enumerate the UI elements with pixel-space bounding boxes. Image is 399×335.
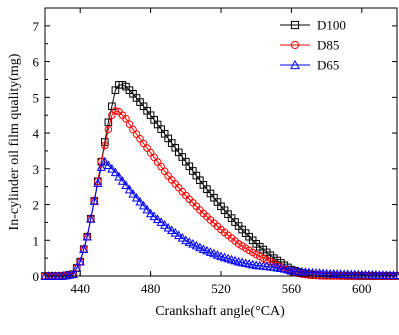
- plot-frame: [44, 7, 398, 277]
- legend-label-D65: D65: [317, 58, 339, 73]
- x-axis-label: Crankshaft angle(°CA): [155, 304, 285, 319]
- series-point-D65: [184, 237, 194, 246]
- series-point-D85: [101, 141, 109, 150]
- series-point-D65: [75, 256, 85, 266]
- series-point-D85: [122, 114, 130, 123]
- series-point-D85: [255, 252, 264, 261]
- series-point-D65: [121, 180, 131, 190]
- series-point-D65: [86, 213, 96, 223]
- y-tick-label: 7: [33, 19, 40, 34]
- series-point-D65: [128, 188, 138, 198]
- series-point-D65: [149, 211, 159, 221]
- series-point-D65: [167, 225, 177, 235]
- legend-label-D100: D100: [317, 18, 346, 33]
- legend-marker-D65: [290, 59, 300, 70]
- series-point-D85: [111, 107, 120, 115]
- series-point-D65: [124, 184, 135, 194]
- series-point-D85: [252, 250, 261, 259]
- series-point-D65: [163, 222, 173, 232]
- series-point-D65: [160, 220, 170, 229]
- x-tick-label: 600: [352, 281, 372, 296]
- x-tick-label: 520: [211, 281, 231, 296]
- legend: D100 D85 D65: [280, 18, 346, 73]
- series-point-D65: [89, 196, 99, 205]
- series-point-D65: [117, 176, 128, 185]
- x-tick-label: 440: [70, 281, 90, 296]
- series-point-D65: [177, 232, 187, 242]
- series-point-D85: [266, 257, 275, 266]
- series-point-D65: [142, 204, 152, 214]
- series-point-D65: [93, 178, 103, 187]
- y-axis-label: In-cylinder oil film quality(mg): [7, 53, 22, 230]
- series-point-D65: [135, 196, 145, 206]
- series-point-D65: [61, 270, 71, 280]
- series-point-D65: [145, 208, 156, 218]
- legend-marker-D85: [290, 40, 300, 50]
- series-point-D65: [191, 240, 201, 250]
- y-tick-label: 1: [33, 233, 40, 248]
- series-layer: [40, 81, 399, 280]
- series-point-D65: [68, 269, 78, 279]
- series-point-D65: [153, 214, 163, 223]
- y-tick-label: 5: [33, 90, 40, 105]
- series-point-D65: [110, 167, 121, 177]
- series-point-D65: [114, 171, 124, 181]
- series-point-D65: [82, 231, 92, 241]
- series-point-D85: [104, 125, 113, 134]
- series-point-D65: [174, 230, 184, 240]
- series-point-D65: [181, 235, 191, 245]
- series-point-D65: [188, 238, 198, 248]
- axes-layer: 440 480 520 560 600 0 1 2 3 4 5 6 7: [33, 7, 398, 296]
- series-point-D65: [79, 244, 89, 253]
- legend-label-D85: D85: [317, 38, 339, 53]
- series-point-D65: [107, 163, 117, 173]
- series-point-D65: [72, 263, 82, 272]
- y-tick-label: 2: [33, 198, 40, 213]
- y-tick-label: 0: [33, 269, 40, 284]
- y-tick-label: 4: [33, 126, 40, 141]
- y-tick-label: 6: [33, 55, 40, 70]
- series-point-D65: [138, 200, 149, 210]
- series-point-D65: [156, 217, 166, 226]
- series-point-D65: [103, 160, 113, 170]
- series-point-D65: [195, 242, 205, 252]
- x-tick-label: 560: [282, 281, 302, 296]
- series-point-D85: [125, 120, 134, 128]
- series-point-D100: [104, 118, 113, 127]
- series-line-D85: [45, 110, 397, 277]
- legend-marker-D100: [290, 20, 300, 30]
- x-tick-label: 480: [141, 281, 161, 296]
- y-tick-label: 3: [33, 162, 40, 177]
- series-point-D65: [65, 269, 75, 279]
- series-point-D65: [170, 227, 180, 237]
- series-point-D65: [96, 162, 106, 171]
- series-point-D65: [100, 156, 110, 166]
- series-point-D65: [131, 192, 142, 202]
